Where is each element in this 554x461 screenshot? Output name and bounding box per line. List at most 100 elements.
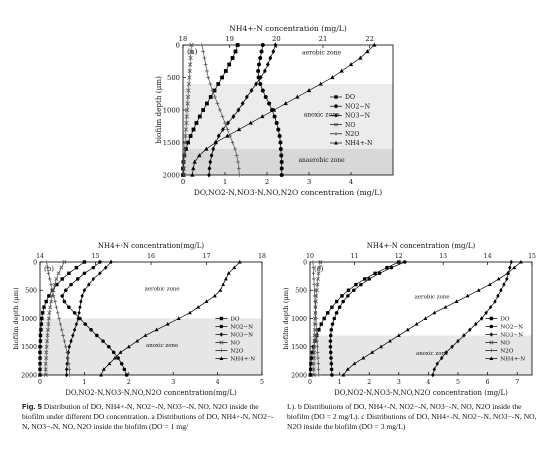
x-top-tick-label: 21 (319, 35, 328, 43)
data-point-n2o (311, 271, 316, 275)
data-point-n2o (315, 333, 319, 338)
x-bottom-tick-label: 2 (265, 178, 269, 186)
data-point-no (43, 373, 48, 377)
data-point-nh4-n (260, 114, 265, 119)
data-point-nh4-n (518, 259, 523, 264)
data-point-nh4-n (118, 350, 123, 354)
data-point-nh4-n (487, 282, 492, 287)
data-point-n2o (313, 305, 318, 309)
data-point-do (38, 367, 42, 372)
x-top-tick-label: 18 (179, 35, 188, 43)
data-point-no3-n (244, 94, 249, 100)
caption-right: L). b Distributions of DO, NH4+-N, NO2−-… (287, 402, 545, 431)
data-point-no3-n (479, 316, 484, 321)
y-tick-label: 2000 (291, 372, 307, 379)
data-point-do (308, 373, 312, 377)
data-point-do (208, 95, 213, 99)
data-point-do (340, 294, 344, 298)
legend-marker-do (334, 95, 338, 99)
y-tick-label: 0 (33, 259, 37, 266)
data-point-nh4-n (101, 367, 106, 371)
data-point-no (62, 260, 67, 264)
data-point-no (189, 42, 194, 48)
data-point-no (311, 361, 316, 366)
legend-label-n2o: N2O (230, 349, 243, 355)
data-point-do (223, 69, 228, 73)
data-point-do (334, 299, 339, 304)
x-bottom-tick-label: 1 (82, 379, 86, 386)
data-point-no3-n (72, 327, 77, 333)
data-point-n2o (67, 362, 71, 366)
data-point-nh4-n (165, 322, 170, 326)
data-point-do (309, 362, 313, 366)
x-top-axis-label: NH4+-N concentration (mg/L) (367, 242, 476, 250)
data-point-nh4-n (358, 55, 363, 60)
data-point-no2-n (256, 69, 261, 73)
data-point-nh4-n (365, 49, 370, 54)
data-point-no (43, 361, 48, 366)
data-point-no2-n (279, 166, 284, 171)
data-point-n2o (68, 373, 72, 377)
data-point-no (54, 276, 59, 281)
data-point-n2o (56, 311, 60, 315)
data-point-nh4-n (352, 361, 357, 366)
data-point-do (308, 367, 313, 372)
data-point-nh4-n (306, 88, 312, 93)
legend-marker-no2-n (219, 324, 224, 329)
data-point-no2-n (259, 49, 264, 54)
data-point-no2-n (91, 265, 96, 270)
series-no2-n (60, 260, 129, 377)
data-point-nh4-n (443, 305, 448, 309)
data-point-no (46, 322, 51, 327)
data-point-no3-n (240, 101, 245, 106)
data-point-nh4-n (341, 372, 346, 377)
data-point-no3-n (499, 288, 503, 293)
legend: DO NO2−N NO3−N NO N2O NH4+-N (330, 94, 373, 147)
zone-band-aerobic-zone (40, 262, 262, 319)
data-point-no (185, 101, 190, 106)
data-point-no (315, 282, 320, 287)
data-point-no3-n (462, 333, 466, 338)
data-point-do (317, 328, 321, 332)
data-point-no2-n (72, 311, 77, 315)
data-point-nh4-n (154, 327, 159, 332)
x-top-tick-label: 13 (439, 253, 447, 260)
y-tick-label: 500 (295, 288, 307, 295)
data-point-no3-n (76, 316, 80, 321)
data-point-no2-n (258, 82, 263, 86)
data-point-n2o (234, 153, 239, 158)
data-point-n2o (201, 49, 206, 54)
legend-label-n2o: N2O (345, 131, 359, 138)
data-point-no2-n (69, 282, 73, 287)
panel-label: (c) (314, 265, 324, 273)
data-point-do (38, 333, 43, 338)
chart-panel-b: aerobic zone anoxic zone 0 500 1000 1500 2000 b… (12, 242, 266, 397)
data-point-no3-n (207, 172, 211, 178)
data-point-no (44, 356, 49, 361)
x-bottom-tick-label: 3 (307, 178, 311, 186)
y-tick-label: 1000 (163, 106, 180, 114)
data-point-do (47, 294, 51, 298)
x-bottom-tick-label: 3 (397, 379, 401, 386)
data-point-do (235, 43, 240, 47)
data-point-nh4-n (236, 127, 242, 132)
data-point-n2o (236, 166, 241, 171)
legend-label-no2-n: NO2−N (345, 103, 371, 110)
x-bottom-tick-label: 4 (349, 178, 353, 186)
series-n2o (200, 43, 242, 177)
legend-marker-no (219, 340, 224, 345)
data-point-n2o (46, 271, 51, 275)
data-point-nh4-n (197, 153, 202, 158)
data-point-no2-n (277, 134, 282, 138)
data-point-no3-n (79, 299, 83, 304)
data-point-n2o (223, 121, 227, 125)
data-point-no (47, 310, 52, 315)
x-bottom-tick-label: 4 (216, 379, 220, 386)
x-top-tick-label: 15 (92, 253, 100, 260)
data-point-no (181, 166, 187, 171)
series-no2-n (328, 260, 407, 377)
data-point-n2o (44, 260, 49, 264)
data-point-do (38, 345, 42, 349)
legend-label-do: DO (500, 317, 509, 323)
data-point-no2-n (328, 339, 333, 343)
